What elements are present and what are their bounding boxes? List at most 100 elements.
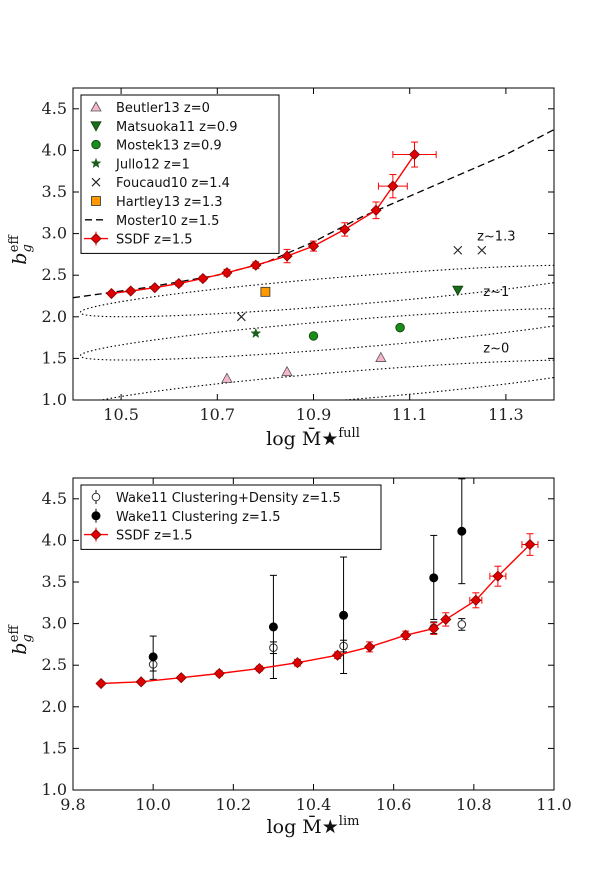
- data-point-ssdf: [149, 282, 161, 294]
- data-point-ssdf: [95, 677, 107, 690]
- data-point-ssdf: [213, 667, 225, 680]
- legend-marker: [90, 157, 102, 169]
- contour-ellipse: [99, 359, 554, 400]
- contour-label: z~1: [483, 285, 509, 300]
- data-point-wake11: [457, 620, 467, 629]
- data-point-ssdf: [492, 570, 504, 582]
- data-point-ssdf: [135, 676, 147, 688]
- y-axis-label-main: b: [9, 253, 31, 265]
- data-point-ssdf: [331, 649, 344, 661]
- x-tick-label: 10.5: [103, 405, 139, 424]
- legend-marker: [90, 121, 102, 132]
- y-tick-label: 3.5: [42, 182, 67, 201]
- data-point-foucaud10: [453, 245, 463, 255]
- data-point-ssdf: [470, 594, 482, 606]
- legend-entry: Matsuoka11 z=0.9: [116, 120, 238, 135]
- data-point-wake11: [429, 573, 439, 583]
- data-point-foucaud10: [236, 312, 246, 322]
- legend-entry: Beutler13 z=0: [116, 101, 210, 116]
- x-tick-label: 10.4: [296, 795, 332, 814]
- y-tick-label: 3.0: [42, 614, 67, 633]
- top-panel: 10.5 10.7 10.9 11.1 11.3 1.0 1.5 2.0 2.5 3.0 3.5 4.…: [7, 87, 555, 450]
- x-axis-label-main: log M̄★: [266, 427, 338, 450]
- data-point-matsuoka11: [452, 285, 464, 296]
- y-tick-label: 3.0: [42, 224, 67, 243]
- y-tick-label: 1.0: [42, 780, 67, 799]
- data-point-mostek13: [395, 322, 405, 333]
- x-tick-label: 11.3: [488, 405, 524, 424]
- bottom-panel: 9.8 10.0 10.2 10.4 10.6 10.8 11.0 1.0 1.5 2.0 2.5 3…: [7, 477, 572, 838]
- y-tick-label: 3.5: [42, 572, 67, 591]
- y-tick-label: 4.5: [42, 489, 67, 508]
- legend-entry: Hartley13 z=1.3: [116, 195, 223, 210]
- legend-entry: SSDF z=1.5: [116, 529, 193, 544]
- y-axis-label-sub: g: [20, 244, 35, 252]
- data-point-wake11: [457, 526, 467, 536]
- data-point-ssdf: [250, 259, 262, 271]
- y-tick-label: 2.5: [42, 655, 67, 674]
- y-tick-label: 2.0: [42, 697, 67, 716]
- legend-entry: SSDF z=1.5: [116, 233, 193, 248]
- legend-entry: Mostek13 z=0.9: [116, 139, 222, 154]
- y-tick-label: 1.0: [42, 390, 67, 409]
- data-point-beutler13: [281, 365, 293, 377]
- legend-box: [80, 484, 382, 550]
- x-axis-label-sup: full: [338, 426, 360, 441]
- x-tick-label: 11.0: [536, 795, 572, 814]
- legend-marker: [91, 492, 101, 502]
- data-point-ssdf: [408, 148, 421, 161]
- moster-relation-line: [73, 129, 554, 299]
- legend-marker: [90, 529, 102, 541]
- y-tick-label: 1.5: [42, 348, 67, 367]
- legend-marker: [90, 233, 102, 245]
- data-point-ssdf: [125, 285, 137, 297]
- x-tick-label: 9.8: [60, 795, 85, 814]
- x-axis-label-main: log M̄★: [267, 815, 339, 838]
- data-point-ssdf: [105, 287, 118, 300]
- data-point-ssdf: [524, 538, 536, 551]
- x-tick-label: 10.7: [199, 405, 235, 424]
- data-point-wake11: [268, 622, 278, 632]
- data-point-ssdf: [339, 223, 351, 236]
- legend-entry: Wake11 Clustering z=1.5: [116, 510, 281, 525]
- data-point-ssdf: [387, 180, 399, 192]
- legend-marker: [90, 101, 102, 112]
- data-point-ssdf: [197, 272, 209, 285]
- y-tick-label: 4.0: [42, 140, 67, 159]
- y-axis-label-sub: g: [20, 634, 35, 642]
- y-axis-label-sup: eff: [7, 234, 22, 253]
- x-axis-label-sup: lim: [339, 814, 360, 829]
- legend-entry: Wake11 Clustering+Density z=1.5: [116, 491, 341, 506]
- legend-entry: Foucaud10 z=1.4: [116, 176, 230, 191]
- ssdf-line: [101, 544, 531, 685]
- data-point-beutler13: [221, 372, 233, 383]
- legend-box: [80, 94, 280, 254]
- data-point-foucaud10: [477, 245, 487, 255]
- contour-label: z~1.3: [477, 229, 515, 244]
- data-point-beutler13: [375, 351, 387, 362]
- data-point-ssdf: [364, 641, 376, 653]
- y-axis-label: bgeff: [7, 624, 35, 655]
- y-axis-label-sup: eff: [7, 624, 22, 643]
- data-point-wake11: [339, 610, 349, 620]
- data-point-ssdf: [173, 277, 185, 290]
- legend-entry: Jullo12 z=1: [115, 157, 190, 172]
- data-point-ssdf: [307, 240, 320, 252]
- data-point-ssdf: [281, 250, 293, 262]
- contour-ellipse: [79, 308, 554, 361]
- data-point-ssdf: [370, 204, 382, 216]
- contour-label: z~0: [483, 342, 509, 357]
- legend-marker: [91, 177, 101, 187]
- data-point-ssdf: [221, 267, 233, 279]
- y-tick-label: 2.5: [42, 265, 67, 284]
- legend-marker: [91, 511, 101, 521]
- data-point-ssdf: [440, 613, 452, 626]
- data-point-ssdf: [175, 672, 187, 684]
- x-tick-label: 10.9: [296, 405, 332, 424]
- legend-marker: [91, 139, 101, 150]
- data-point-ssdf: [253, 662, 265, 675]
- x-tick-label: 10.2: [216, 795, 252, 814]
- y-tick-label: 4.0: [42, 530, 67, 549]
- x-axis-label: log M̄★full: [266, 426, 360, 450]
